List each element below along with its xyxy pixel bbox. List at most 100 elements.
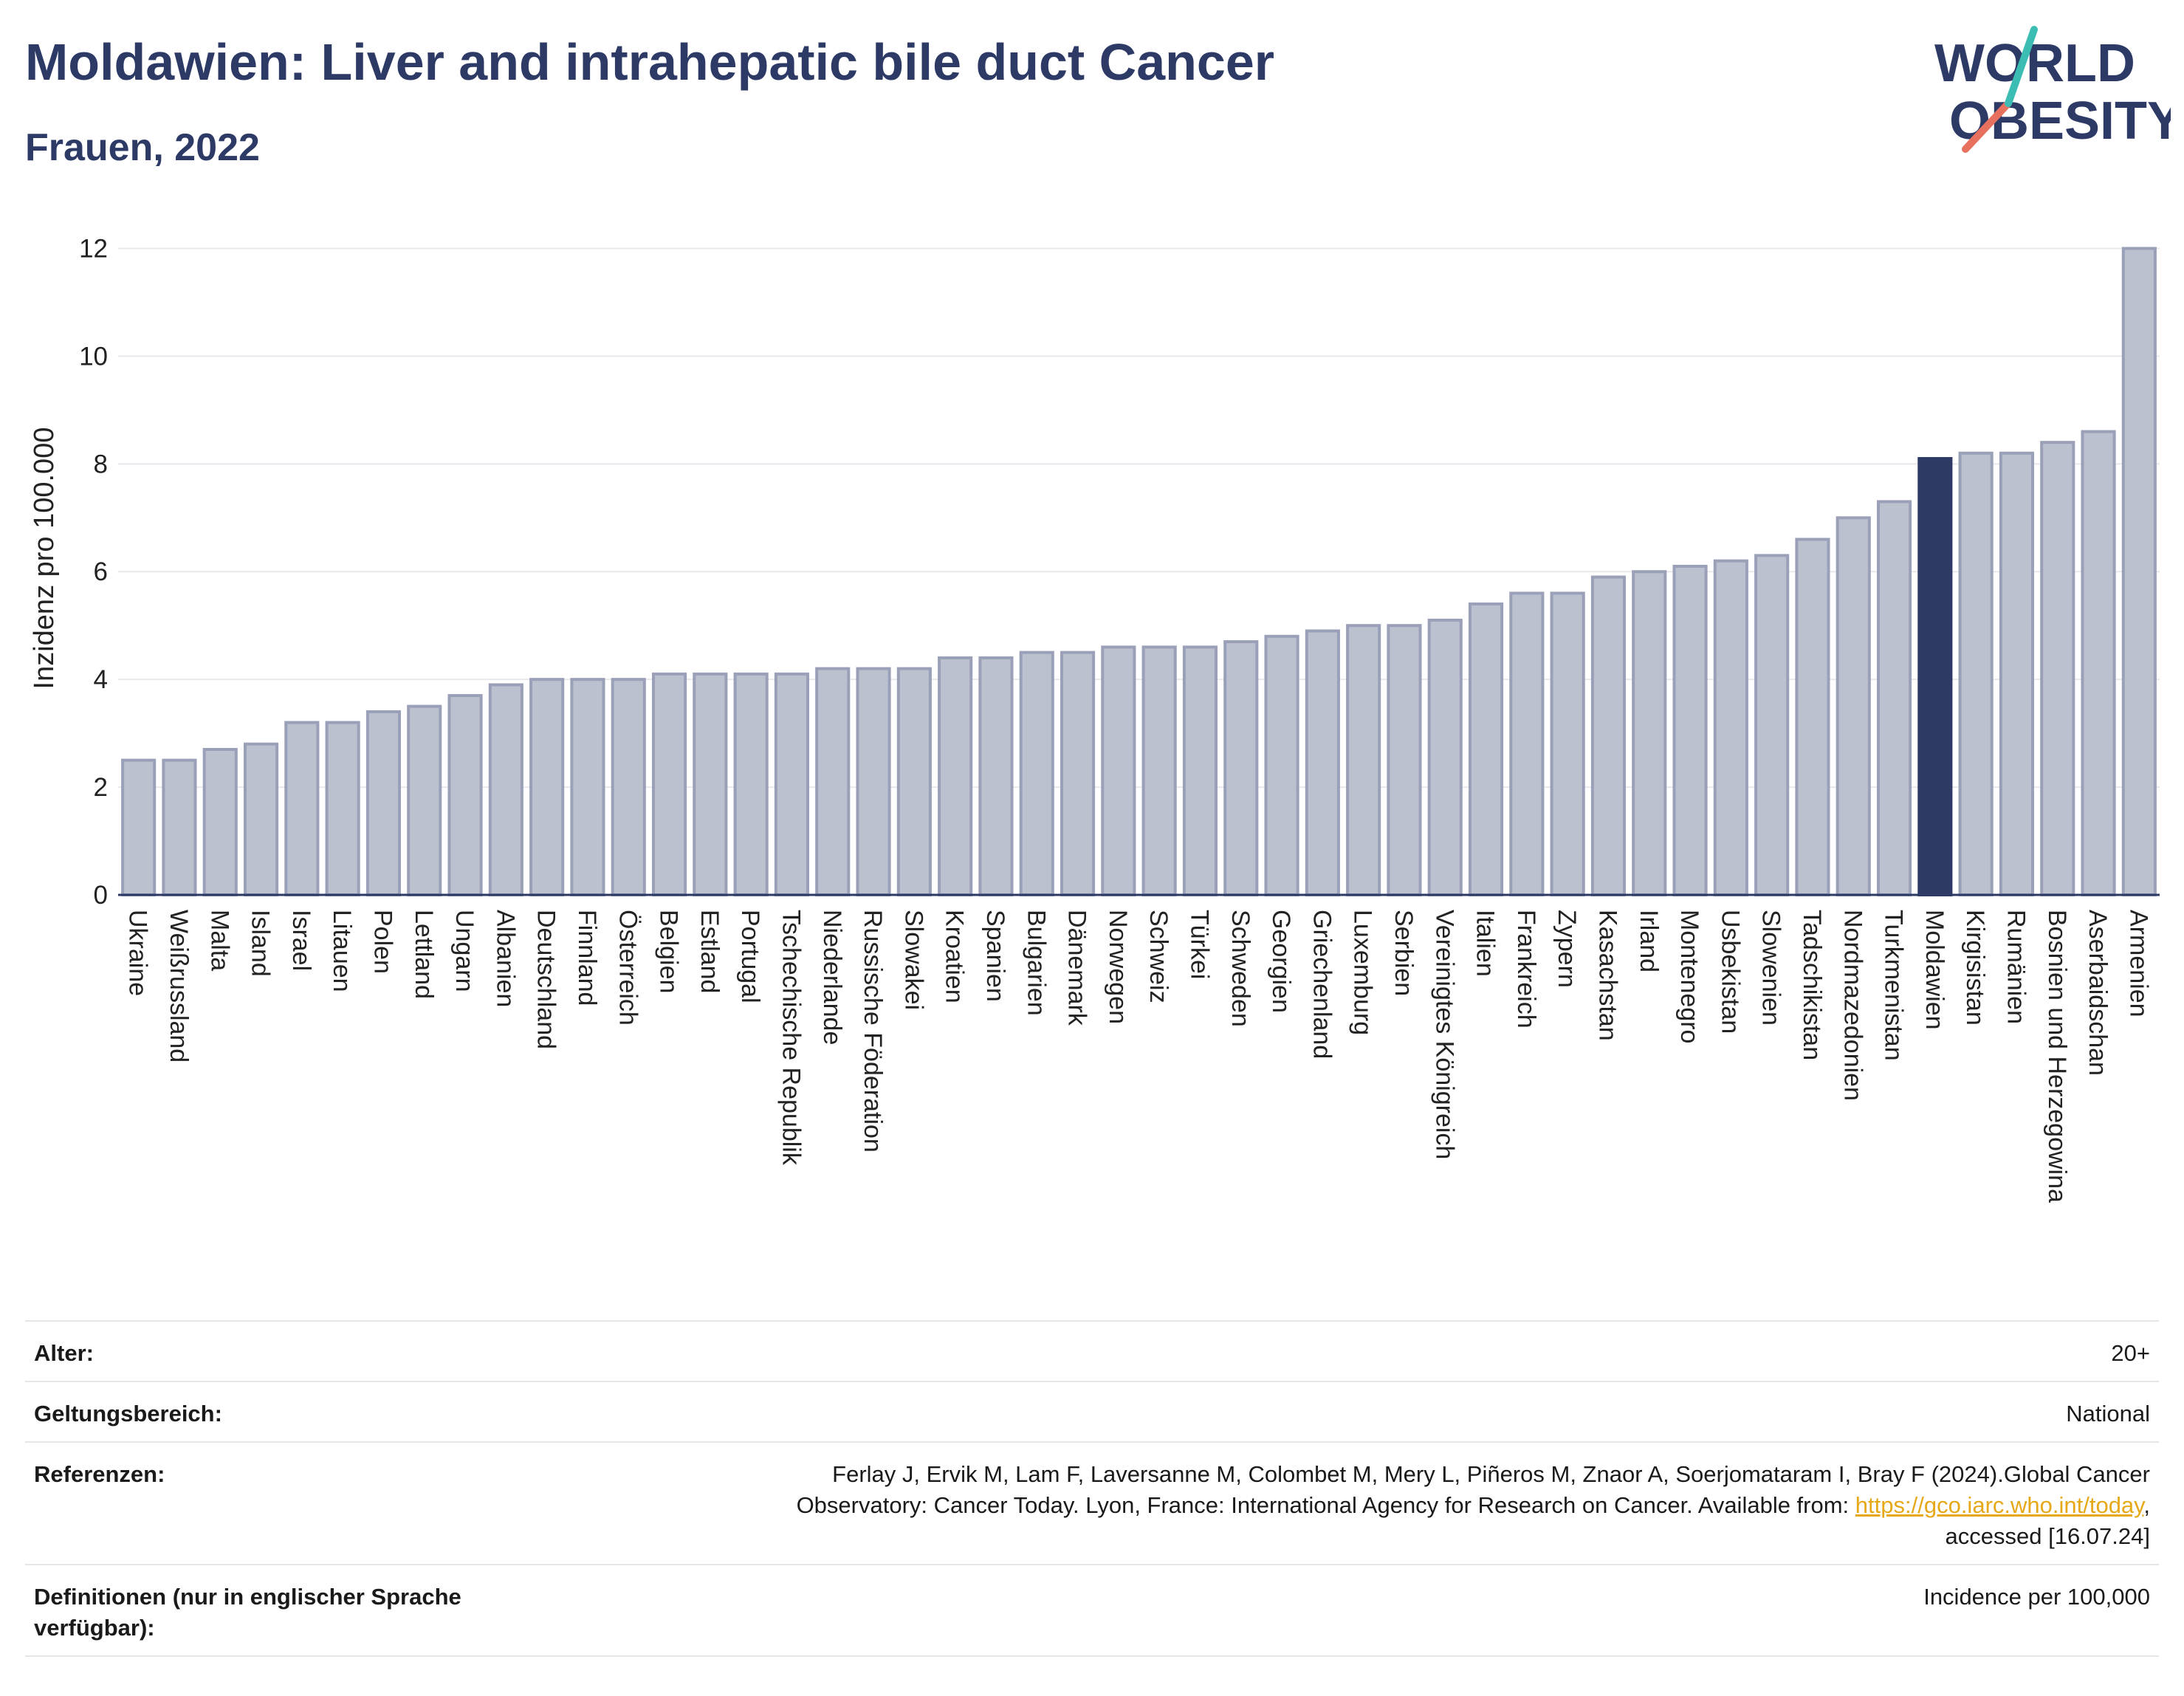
meta-scope-value: National bbox=[2066, 1401, 2150, 1427]
bar-usbekistan bbox=[1713, 559, 1748, 896]
y-tick-label: 4 bbox=[94, 665, 108, 694]
y-tick-label: 2 bbox=[94, 773, 108, 802]
meta-age-label: Alter: bbox=[34, 1340, 94, 1366]
x-tick-label: Polen bbox=[368, 910, 396, 974]
bar-belgien bbox=[651, 672, 687, 896]
bar-luxemburg bbox=[1346, 624, 1381, 896]
bar-portugal bbox=[733, 672, 769, 896]
x-tick-label: Schweiz bbox=[1144, 910, 1172, 1003]
bar-slowenien bbox=[1754, 554, 1790, 896]
chart-subtitle: Frauen, 2022 bbox=[25, 126, 260, 169]
logo-slash-red bbox=[1962, 100, 2012, 153]
bar-schweden bbox=[1223, 640, 1259, 896]
bar-weißrussland bbox=[162, 758, 197, 896]
bar-tadschikistan bbox=[1795, 538, 1830, 896]
bar-vereinigtes-königreich bbox=[1427, 618, 1463, 896]
bar-deutschland bbox=[529, 678, 565, 896]
bar-aserbaidschan bbox=[2081, 430, 2116, 896]
meta-def-value: Incidence per 100,000 bbox=[1923, 1584, 2150, 1610]
chart-title: Moldawien: Liver and intrahepatic bile d… bbox=[25, 33, 1274, 91]
x-tick-label: Belgien bbox=[655, 910, 683, 993]
bar-ukraine bbox=[121, 758, 157, 896]
bar-kirgisistan bbox=[1958, 451, 1994, 896]
x-tick-label: Usbekistan bbox=[1716, 910, 1744, 1034]
bar-spanien bbox=[978, 656, 1014, 896]
bar-bosnien-und-herzegowina bbox=[2040, 441, 2075, 896]
x-tick-label: Österreich bbox=[614, 910, 642, 1026]
x-tick-label: Israel bbox=[287, 910, 315, 971]
x-tick-label: Turkmenistan bbox=[1880, 910, 1908, 1061]
meta-row-scope: Geltungsbereich: National bbox=[25, 1381, 2159, 1441]
x-tick-label: Serbien bbox=[1390, 910, 1418, 996]
meta-ref-label: Referenzen: bbox=[34, 1461, 165, 1487]
x-tick-label: Niederlande bbox=[818, 910, 846, 1045]
x-tick-label: Tschechische Republik bbox=[777, 910, 805, 1166]
x-tick-label: Vereinigtes Königreich bbox=[1430, 910, 1458, 1159]
y-axis-title: Inzidenz pro 100.000 bbox=[29, 428, 60, 690]
ref-text-line2: Observatory: Cancer Today. Lyon, France:… bbox=[796, 1492, 1855, 1518]
bar-polen bbox=[365, 710, 402, 896]
bar-island bbox=[243, 742, 279, 896]
bar-italien bbox=[1468, 602, 1504, 896]
bar-serbien bbox=[1387, 624, 1422, 896]
y-tick-label: 8 bbox=[94, 450, 108, 478]
bar-israel bbox=[284, 721, 320, 897]
x-tick-label: Slowenien bbox=[1757, 910, 1785, 1026]
bar-zypern bbox=[1550, 591, 1585, 896]
logo-line1: WORLD bbox=[1934, 34, 2135, 93]
x-tick-label: Bulgarien bbox=[1022, 910, 1050, 1016]
metadata-table: Alter: 20+ Geltungsbereich: National Ref… bbox=[25, 1320, 2159, 1657]
bar-nordmazedonien bbox=[1836, 516, 1871, 897]
x-tick-label: Tadschikistan bbox=[1798, 910, 1826, 1060]
x-tick-label: Montenegro bbox=[1675, 910, 1703, 1043]
x-tick-label: Armenien bbox=[2124, 910, 2152, 1017]
x-tick-label: Nordmazedonien bbox=[1838, 910, 1867, 1101]
meta-age-value: 20+ bbox=[2111, 1340, 2150, 1366]
bar-rumänien bbox=[1999, 451, 2035, 896]
x-tick-label: Spanien bbox=[981, 910, 1009, 1002]
x-tick-label: Italien bbox=[1472, 910, 1500, 977]
y-tick-label: 6 bbox=[94, 557, 108, 586]
bar-armenien bbox=[2121, 247, 2157, 897]
x-tick-label: Irland bbox=[1635, 910, 1663, 972]
x-tick-label: Weißrussland bbox=[165, 910, 193, 1062]
x-tick-label: Ungarn bbox=[450, 910, 478, 992]
x-tick-label: Bosnien und Herzegowina bbox=[2043, 910, 2071, 1203]
x-tick-label: Luxemburg bbox=[1349, 910, 1377, 1035]
x-tick-label: Malta bbox=[205, 910, 233, 971]
x-tick-label: Estland bbox=[696, 910, 724, 993]
x-tick-label: Aserbaidschan bbox=[2084, 910, 2112, 1076]
bar-frankreich bbox=[1509, 591, 1545, 896]
x-tick-label: Norwegen bbox=[1104, 910, 1132, 1024]
bar-lettland bbox=[407, 704, 442, 897]
logo-slash-teal bbox=[2005, 26, 2038, 107]
x-tick-label: Ukraine bbox=[124, 910, 152, 996]
y-tick-label: 0 bbox=[94, 881, 108, 910]
x-tick-label: Slowakei bbox=[899, 910, 927, 1010]
bar-russische-föderation bbox=[856, 667, 891, 896]
x-tick-label: Griechenland bbox=[1308, 910, 1336, 1059]
bar-georgien bbox=[1264, 634, 1299, 896]
bar-montenegro bbox=[1672, 564, 1708, 896]
bar-albanien bbox=[488, 683, 523, 896]
bar-moldawien bbox=[1917, 457, 1953, 896]
x-tick-label: Rumänien bbox=[2002, 910, 2030, 1024]
bar-ungarn bbox=[447, 694, 483, 896]
bar-estland bbox=[693, 672, 728, 896]
x-tick-label: Kirgisistan bbox=[1961, 910, 1989, 1026]
bar-irland bbox=[1632, 570, 1667, 896]
x-tick-label: Georgien bbox=[1267, 910, 1295, 1013]
bar-slowakei bbox=[896, 667, 932, 896]
x-tick-label: Frankreich bbox=[1512, 910, 1540, 1029]
x-tick-label: Deutschland bbox=[532, 910, 560, 1049]
x-tick-label: Moldawien bbox=[1920, 910, 1948, 1030]
bar-schweiz bbox=[1141, 645, 1177, 896]
bar-malta bbox=[202, 748, 238, 896]
x-tick-label: Portugal bbox=[736, 910, 764, 1003]
ref-text-line1: Ferlay J, Ervik M, Lam F, Laversanne M, … bbox=[832, 1461, 2150, 1487]
x-tick-label: Zypern bbox=[1553, 910, 1581, 988]
ref-link[interactable]: https://gco.iarc.who.int/today bbox=[1855, 1492, 2144, 1518]
meta-scope-label: Geltungsbereich: bbox=[34, 1401, 222, 1427]
x-tick-label: Finnland bbox=[573, 910, 601, 1006]
world-obesity-logo: WORLD OBESITY bbox=[1934, 26, 2171, 153]
